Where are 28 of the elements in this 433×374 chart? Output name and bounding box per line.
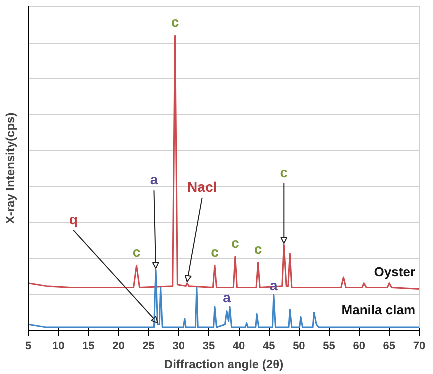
y-axis-title: X-ray Intensity(cps) — [4, 112, 18, 224]
annotation: c — [211, 244, 220, 260]
x-tick-label: 65 — [383, 340, 396, 352]
annotation: c — [132, 244, 141, 260]
annotation: c — [232, 234, 240, 251]
x-tick-label: 5 — [25, 340, 32, 352]
series-label: Oyster — [374, 264, 416, 280]
annotation: q — [69, 211, 78, 228]
x-tick-label: 15 — [82, 340, 95, 352]
x-tick-label: 60 — [353, 340, 366, 352]
x-tick-label: 25 — [142, 340, 155, 352]
x-tick-label: 20 — [112, 340, 125, 352]
annotation: c — [280, 164, 288, 180]
x-axis-title: Diffraction angle (2θ) — [164, 358, 284, 372]
x-tick-label: 30 — [172, 340, 186, 352]
annotation: c — [254, 240, 262, 257]
x-tick-label: 35 — [202, 340, 216, 352]
x-tick-label: 50 — [293, 340, 306, 352]
x-tick-label: 10 — [52, 340, 65, 352]
x-tick-label: 70 — [413, 340, 426, 352]
annotation: Nacl — [188, 179, 218, 196]
annotation: c — [171, 14, 180, 30]
x-tick-label: 45 — [263, 340, 276, 352]
x-tick-label: 55 — [323, 340, 336, 352]
annotation: a — [150, 172, 158, 188]
series-label: Manila clam — [342, 302, 416, 318]
annotation: a — [223, 289, 232, 306]
x-tick-label: 40 — [232, 340, 246, 352]
